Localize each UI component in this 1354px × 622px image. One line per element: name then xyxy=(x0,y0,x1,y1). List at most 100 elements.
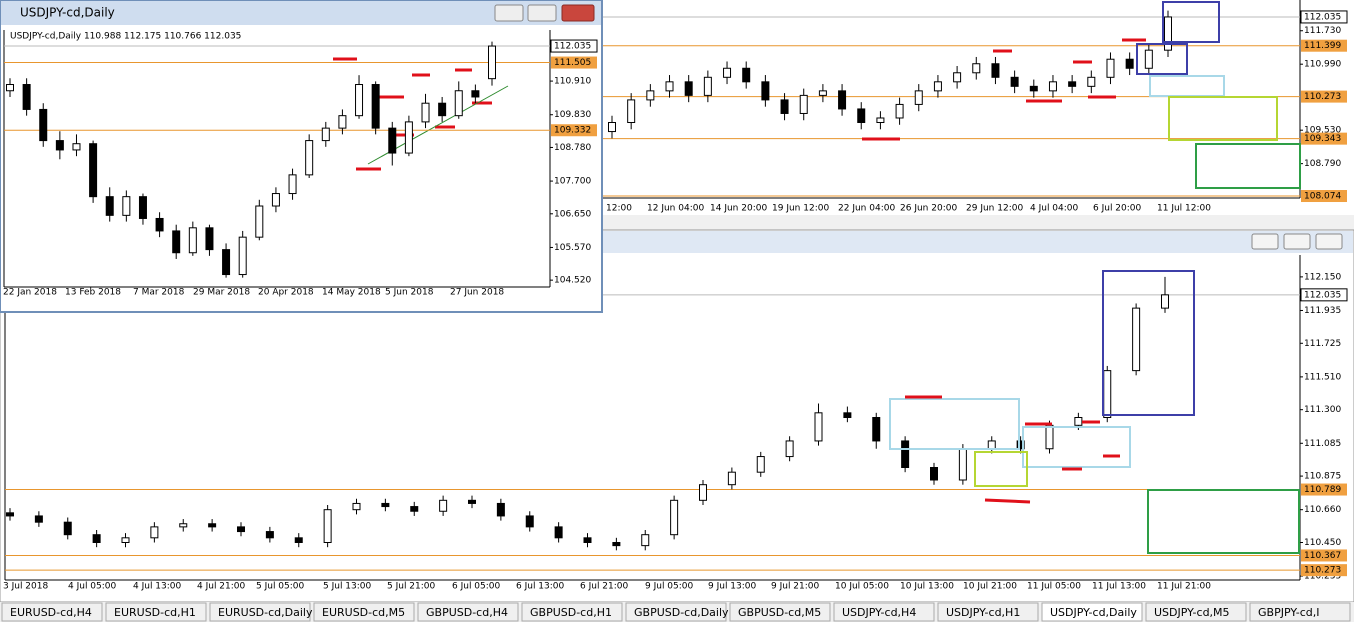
level-label: 110.789 xyxy=(1304,485,1341,495)
time-label: 4 Jul 04:00 xyxy=(1030,204,1079,214)
box xyxy=(1102,270,1195,416)
time-label: 19 Jun 12:00 xyxy=(772,204,829,214)
price-label: 112.150 xyxy=(1304,272,1341,282)
price-label: 105.570 xyxy=(554,243,591,253)
time-label: 11 Jul 21:00 xyxy=(1157,582,1211,592)
price-label: 108.790 xyxy=(1304,159,1341,169)
candle-body xyxy=(39,108,48,142)
tab[interactable] xyxy=(417,602,519,622)
maximize-button[interactable] xyxy=(1283,233,1311,250)
candle-body xyxy=(933,81,942,92)
minimize-button[interactable] xyxy=(494,4,524,22)
bid-label: 112.035 xyxy=(1304,12,1341,22)
candle-body xyxy=(496,502,505,517)
tab[interactable] xyxy=(105,602,207,622)
bid-tag xyxy=(1300,288,1348,302)
candle-body xyxy=(404,121,413,154)
candle-body xyxy=(641,534,650,547)
tab-label[interactable]: GBPJPY-cd,I xyxy=(1258,606,1320,619)
tab[interactable] xyxy=(1041,602,1143,622)
tab-label[interactable]: EURUSD-cd,H1 xyxy=(114,606,196,619)
time-label: 9 Jul 21:00 xyxy=(771,582,820,592)
candle-body xyxy=(1103,370,1112,418)
time-label: 10 Jul 05:00 xyxy=(835,582,889,592)
candle-body xyxy=(1010,76,1019,87)
candle-body xyxy=(34,515,43,523)
candle-body xyxy=(1125,58,1134,69)
candle-body xyxy=(388,127,397,154)
candle-body xyxy=(105,196,114,216)
candle-body xyxy=(684,81,693,96)
time-label: 6 Jul 20:00 xyxy=(1093,204,1142,214)
tab[interactable] xyxy=(625,602,727,622)
time-label: 3 Jul 2018 xyxy=(3,582,48,592)
time-label: 6 Jul 13:00 xyxy=(516,582,565,592)
price-label: 110.660 xyxy=(1304,505,1341,515)
level-tag xyxy=(551,124,597,137)
candle-body xyxy=(488,45,496,80)
box xyxy=(974,451,1028,487)
time-label: 12:00 xyxy=(606,204,632,214)
tab-label[interactable]: USDJPY-cd,H1 xyxy=(946,606,1020,619)
candle-body xyxy=(930,467,938,481)
candle-body xyxy=(294,537,303,543)
candle-body xyxy=(265,531,274,539)
tab-label[interactable]: USDJPY-cd,H4 xyxy=(842,606,916,619)
candle-body xyxy=(901,440,910,468)
candle-body xyxy=(179,523,188,528)
candle-body xyxy=(55,140,64,151)
time-label: 20 Apr 2018 xyxy=(258,288,314,298)
tab[interactable] xyxy=(1145,602,1247,622)
candle-body xyxy=(439,499,448,512)
price-label: 109.830 xyxy=(554,110,591,120)
candle-body xyxy=(438,102,447,117)
level-tag xyxy=(1301,549,1347,562)
tab[interactable] xyxy=(521,602,623,622)
tab-label[interactable]: EURUSD-cd,M5 xyxy=(322,606,405,619)
candle-body xyxy=(583,537,592,543)
candle-body xyxy=(72,143,81,151)
maximize-button[interactable] xyxy=(527,4,557,22)
candle-body xyxy=(1048,81,1057,92)
tab-label[interactable]: GBPUSD-cd,Daily xyxy=(634,606,729,619)
box xyxy=(1162,1,1220,43)
candle-body xyxy=(381,502,390,508)
tab-label[interactable]: GBPUSD-cd,M5 xyxy=(738,606,821,619)
candle-body xyxy=(838,90,847,110)
time-label: 22 Jan 2018 xyxy=(3,288,57,298)
time-label: 4 Jul 05:00 xyxy=(68,582,117,592)
tab[interactable] xyxy=(833,602,935,622)
tab-label[interactable]: EURUSD-cd,Daily xyxy=(218,606,313,619)
candle-body xyxy=(785,440,794,458)
candle-body xyxy=(1068,81,1077,87)
candle-body xyxy=(723,67,732,78)
candle-body xyxy=(454,90,463,117)
candle-body xyxy=(222,249,231,276)
tab-label[interactable]: GBPUSD-cd,H1 xyxy=(530,606,612,619)
time-label: 4 Jul 13:00 xyxy=(133,582,182,592)
close-button[interactable] xyxy=(1315,233,1343,250)
tab[interactable] xyxy=(1249,602,1351,622)
tab[interactable] xyxy=(313,602,415,622)
minimize-button[interactable] xyxy=(1251,233,1279,250)
bid-label: 112.035 xyxy=(1304,290,1341,300)
tab[interactable] xyxy=(937,602,1039,622)
box xyxy=(1195,143,1301,189)
tab[interactable] xyxy=(1,602,103,622)
tab-label[interactable]: EURUSD-cd,H4 xyxy=(10,606,92,619)
tab[interactable] xyxy=(729,602,831,622)
candle-body xyxy=(780,99,789,114)
candle-body xyxy=(756,456,765,473)
tab[interactable] xyxy=(209,602,311,622)
candle-body xyxy=(6,84,14,92)
tab-label[interactable]: GBPUSD-cd,H4 xyxy=(426,606,508,619)
close-button[interactable] xyxy=(561,4,595,22)
candle-body xyxy=(958,448,967,481)
price-label: 109.530 xyxy=(1304,126,1341,136)
time-label: 10 Jul 21:00 xyxy=(963,582,1017,592)
tab-label[interactable]: USDJPY-cd,M5 xyxy=(1154,606,1230,619)
level-tag xyxy=(1301,90,1347,103)
tab-label[interactable]: USDJPY-cd,Daily xyxy=(1050,606,1137,619)
floating-window: USDJPY-cd,Daily USDJPY-cd,Daily 110.988 … xyxy=(0,0,603,313)
